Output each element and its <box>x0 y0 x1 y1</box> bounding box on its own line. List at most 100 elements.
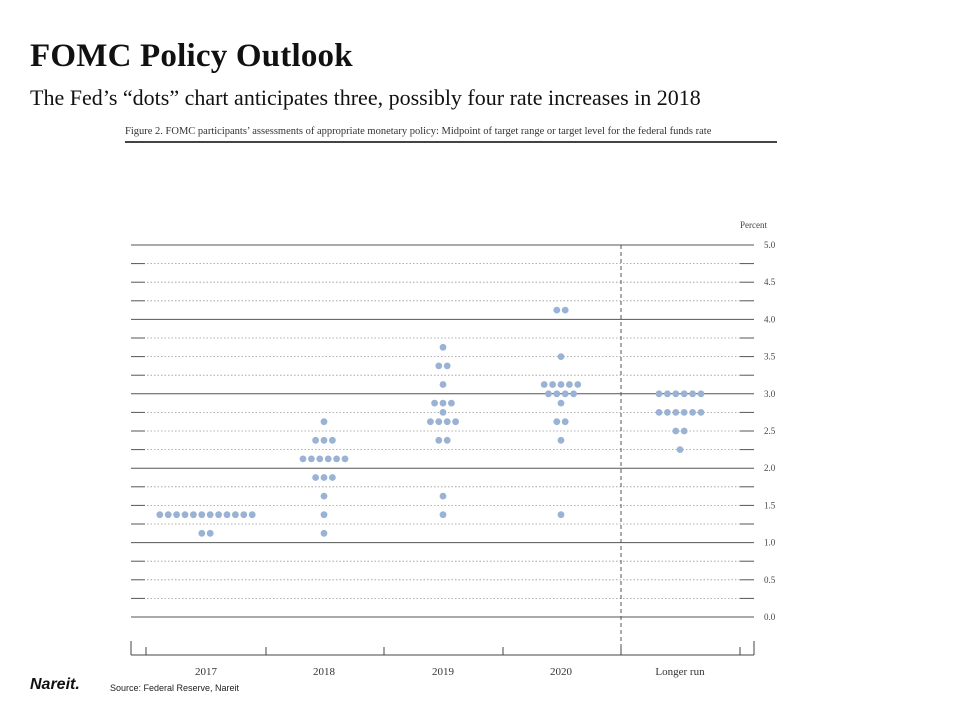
participant-dot <box>164 511 172 519</box>
participant-dot <box>557 353 565 360</box>
participant-dot <box>232 511 239 519</box>
participant-dot <box>452 418 459 426</box>
participant-dot <box>248 511 256 519</box>
participant-dot <box>329 474 336 481</box>
participant-dot <box>181 511 189 519</box>
participant-dot <box>198 529 206 537</box>
participant-dot <box>316 455 324 463</box>
x-tick-label: 2020 <box>550 666 573 678</box>
participant-dot <box>557 436 565 444</box>
slide-title: FOMC Policy Outlook <box>30 38 353 74</box>
source-note: Source: Federal Reserve, Nareit <box>110 683 240 693</box>
slide-subtitle: The Fed’s “dots” chart anticipates three… <box>30 85 701 110</box>
y-tick-label: 4.0 <box>764 314 776 324</box>
participant-dot <box>190 511 197 519</box>
participant-dot <box>320 492 328 500</box>
y-tick-label: 3.0 <box>764 389 776 399</box>
participant-dot <box>341 455 349 463</box>
participant-dot <box>443 418 451 426</box>
chart-title: Figure 2. FOMC participants’ assessments… <box>125 123 777 143</box>
participant-dot <box>672 427 680 435</box>
participant-dot <box>697 390 705 398</box>
y-tick-label: 4.5 <box>764 277 776 287</box>
participant-dot <box>557 399 565 407</box>
participant-dot <box>680 427 688 435</box>
y-tick-label: 0.0 <box>764 612 776 622</box>
y-tick-label: 1.5 <box>764 500 776 510</box>
participant-dot <box>680 409 688 416</box>
participant-dot <box>549 381 556 388</box>
participant-dot <box>439 381 447 388</box>
participant-dot <box>672 409 680 416</box>
participant-dot <box>664 409 671 416</box>
participant-dot <box>697 409 705 416</box>
participant-dot <box>689 390 696 398</box>
participant-dot <box>215 511 223 519</box>
participant-dot <box>655 409 663 416</box>
participant-dot <box>333 455 340 463</box>
nareit-logo: Nareit. <box>30 676 80 693</box>
participant-dot <box>655 390 663 398</box>
participant-dot <box>329 436 336 444</box>
participant-dot <box>439 399 447 407</box>
participant-dot <box>566 381 573 388</box>
y-tick-label: 0.5 <box>764 575 776 585</box>
participant-dot <box>308 455 315 463</box>
participant-dot <box>206 529 214 537</box>
y-tick-label: 1.0 <box>764 538 776 548</box>
participant-dot <box>680 390 688 398</box>
participant-dot <box>545 390 552 398</box>
participant-dot <box>435 418 443 426</box>
participant-dot <box>664 390 671 398</box>
participant-dot <box>173 511 181 519</box>
participant-dot <box>443 436 451 444</box>
participant-dot <box>672 390 680 398</box>
participant-dot <box>439 492 447 500</box>
participant-dot <box>561 390 569 398</box>
participant-dot <box>312 474 319 481</box>
participant-dot <box>320 474 328 481</box>
participant-dot <box>574 381 582 388</box>
participant-dot <box>240 511 248 519</box>
participant-dot <box>435 362 443 370</box>
y-tick-label: 3.5 <box>764 352 776 362</box>
participant-dot <box>439 343 447 351</box>
y-tick-label: 5.0 <box>764 240 776 250</box>
participant-dot <box>312 436 319 444</box>
participant-dot <box>439 409 447 416</box>
y-tick-label: 2.5 <box>764 426 776 436</box>
participant-dot <box>540 381 548 388</box>
participant-dot <box>320 511 328 519</box>
participant-dot <box>553 418 561 426</box>
x-tick-label: 2019 <box>432 666 455 678</box>
participant-dot <box>448 399 455 407</box>
participant-dot <box>557 511 565 519</box>
participant-dot <box>223 511 231 519</box>
participant-dot <box>198 511 206 519</box>
participant-dot <box>320 529 328 537</box>
x-tick-label: 2017 <box>195 666 218 678</box>
participant-dot <box>324 455 332 463</box>
participant-dot <box>299 455 307 463</box>
participant-dot <box>206 511 214 519</box>
participant-dot <box>676 446 684 453</box>
participant-dot <box>431 399 438 407</box>
y-tick-label: 2.0 <box>764 463 776 473</box>
x-tick-label: 2018 <box>313 666 336 678</box>
participant-dot <box>439 511 447 519</box>
participant-dot <box>427 418 434 426</box>
y-axis-label: Percent <box>740 220 767 230</box>
participant-dot <box>435 436 443 444</box>
participant-dot <box>320 436 328 444</box>
participant-dot <box>689 409 696 416</box>
x-tick-label: Longer run <box>655 666 705 678</box>
participant-dot <box>443 362 451 370</box>
participant-dot <box>553 390 561 398</box>
participant-dot <box>320 418 328 426</box>
participant-dot <box>553 306 561 314</box>
participant-dot <box>570 390 577 398</box>
participant-dot <box>561 306 569 314</box>
participant-dot <box>156 511 164 519</box>
participant-dot <box>561 418 569 426</box>
